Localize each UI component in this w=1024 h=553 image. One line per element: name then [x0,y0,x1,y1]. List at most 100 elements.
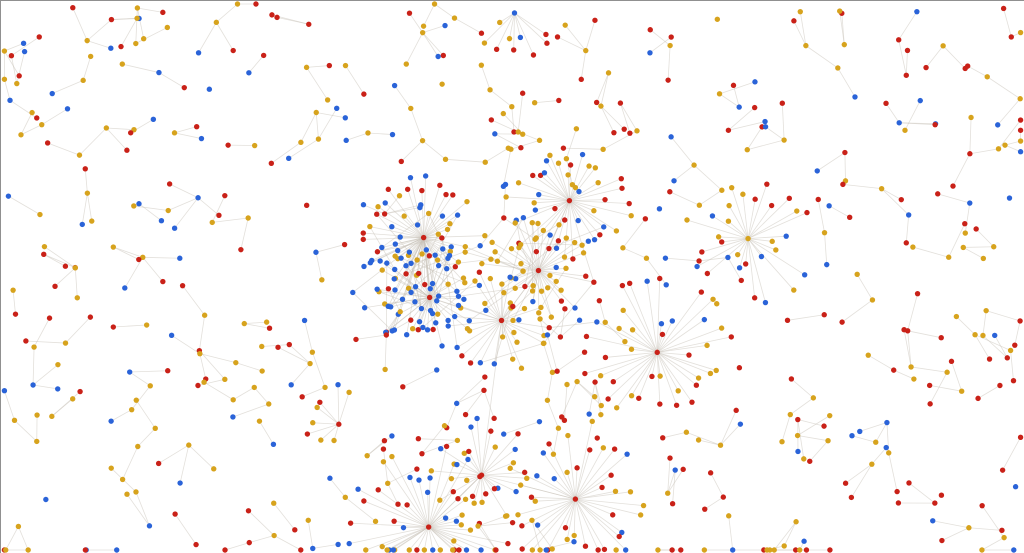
graph-node [360,236,366,243]
graph-node [408,289,414,296]
graph-node [529,220,535,226]
graph-edge [4,42,24,52]
graph-edge [657,351,717,371]
graph-edge [543,343,553,373]
graph-node [935,191,941,197]
graph-node [791,18,797,24]
graph-edge [888,452,898,492]
graph-node [620,245,626,251]
graph-node [786,195,792,202]
graph-node [131,203,137,209]
graph-node [640,502,647,509]
graph-edge [113,246,143,258]
graph-edge [465,390,485,415]
graph-edge [384,202,424,238]
graph-edge [575,498,644,506]
graph-node [857,428,863,435]
graph-node [482,300,488,307]
graph-edge [982,335,1008,359]
graph-node [435,53,441,60]
graph-node [456,547,462,553]
graph-edge [199,353,236,364]
graph-edge [566,499,576,540]
graph-node [269,12,275,18]
graph-node [508,146,514,152]
graph-node [704,270,711,277]
graph-node [914,290,921,297]
graph-node [342,62,349,69]
graph-edge [518,242,583,246]
graph-node [1017,138,1024,144]
graph-node [691,162,697,168]
graph-node [903,240,909,246]
graph-node [846,214,853,221]
graph-node [127,130,134,136]
graph-node [306,21,312,27]
graph-node [930,518,936,524]
graph-node [563,156,570,162]
graph-node [549,369,556,376]
graph-node [87,53,94,60]
graph-node [536,418,543,425]
graph-node [841,41,847,48]
graph-node [160,278,166,285]
graph-node [361,263,367,270]
graph-node [124,491,130,497]
graph-node [108,418,114,424]
graph-node [420,324,426,331]
graph-edge [566,158,573,185]
graph-edge [431,470,482,476]
graph-edge [987,76,1021,100]
graph-node [448,475,455,482]
graph-node [443,443,450,450]
graph-edge [451,474,482,480]
graph-edge [428,491,454,528]
graph-node [462,496,469,502]
graph-edge [198,315,206,351]
graph-edge [503,217,536,240]
graph-node [530,172,536,179]
graph-node [437,497,443,503]
graph-edge [765,126,785,141]
graph-node [304,431,311,437]
graph-node [995,146,1002,152]
graph-node [315,136,322,142]
graph-node [546,325,552,331]
graph-edge [510,467,576,500]
graph-node [553,245,560,251]
graph-node [172,511,178,517]
graph-edge [809,440,829,462]
graph-edge [718,236,749,239]
graph-node [454,288,460,294]
graph-node [569,181,576,188]
graph-node [467,360,474,366]
graph-edge [41,108,68,126]
graph-node [619,282,626,289]
graph-edge [306,65,330,68]
graph-node [592,17,598,23]
graph-edge [575,498,599,551]
graph-node [493,46,500,53]
graph-edge [747,238,756,298]
graph-edge [423,237,452,248]
graph-node [29,109,35,116]
graph-node [545,285,551,291]
graph-node [979,502,985,509]
graph-node [434,367,440,373]
graph-node [404,502,410,508]
graph-node [610,512,616,518]
graph-node [783,233,789,239]
graph-edge [423,237,466,283]
graph-edge [249,535,275,544]
graph-edge [423,229,448,238]
graph-edge [598,300,606,323]
graph-edge [355,334,387,340]
graph-edge [382,526,429,547]
graph-node [821,312,827,318]
graph-edge [569,200,630,204]
graph-node [601,224,607,230]
graph-edge [701,238,749,253]
graph-node [303,202,310,209]
graph-node [462,243,468,250]
graph-edge [956,316,976,335]
